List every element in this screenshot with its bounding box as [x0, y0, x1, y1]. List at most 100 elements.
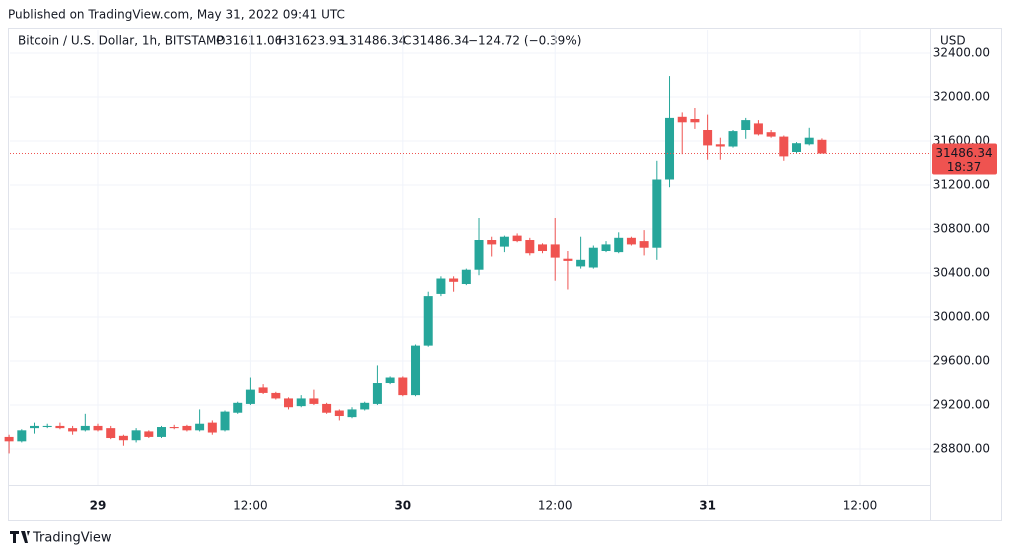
candle	[652, 160, 662, 260]
candle	[17, 429, 27, 443]
body	[309, 398, 319, 404]
candle	[296, 395, 306, 408]
ohlc-value: 31486.34	[412, 34, 469, 48]
ohlc-value: 31611.06	[225, 34, 282, 48]
candle	[817, 138, 827, 154]
candle	[423, 291, 433, 347]
candle	[322, 402, 332, 414]
candle	[360, 401, 370, 411]
body	[601, 244, 611, 252]
candle	[68, 425, 78, 435]
body	[804, 137, 814, 145]
brand: TradingView	[32, 531, 112, 546]
body	[817, 139, 827, 154]
candle	[753, 120, 763, 136]
body	[512, 235, 522, 242]
body	[157, 427, 167, 437]
body	[538, 244, 548, 252]
ohlc-letter: L	[341, 34, 348, 48]
candle	[715, 137, 725, 160]
candle	[792, 142, 802, 154]
candle	[487, 236, 497, 257]
candle	[512, 233, 522, 243]
body	[474, 240, 484, 270]
x-tick-label: 12:00	[233, 499, 268, 513]
candle	[741, 117, 751, 139]
body	[80, 425, 90, 431]
ohlc-value: 31486.34	[349, 34, 406, 48]
candle	[258, 384, 268, 395]
x-tick-label: 12:00	[843, 499, 878, 513]
candle	[169, 424, 179, 430]
candle	[347, 407, 357, 419]
logo: TradingView	[10, 531, 112, 546]
x-tick-label: 12:00	[538, 499, 573, 513]
candle	[372, 365, 382, 406]
candle	[576, 236, 586, 269]
body	[42, 425, 52, 428]
body	[703, 129, 713, 146]
body	[423, 296, 433, 346]
candle	[525, 237, 535, 256]
body	[398, 377, 408, 396]
body	[284, 398, 294, 408]
candle	[461, 268, 471, 286]
candle	[677, 112, 687, 155]
y-tick-label: 30000.00	[933, 310, 990, 324]
candle	[93, 423, 103, 432]
candle	[334, 409, 344, 421]
candle	[538, 243, 548, 254]
body	[258, 387, 268, 393]
body	[792, 143, 802, 153]
body	[576, 259, 586, 267]
change: −124.72 (−0.39%)	[468, 34, 581, 48]
candle	[639, 230, 649, 256]
body	[220, 411, 230, 431]
y-tick-label: 30800.00	[933, 222, 990, 236]
body	[372, 383, 382, 404]
candle	[614, 232, 624, 254]
candle	[4, 434, 14, 454]
candle	[665, 76, 675, 188]
candle	[30, 422, 40, 434]
candle	[398, 376, 408, 397]
x-tick-label: 30	[394, 499, 411, 513]
body	[118, 435, 128, 441]
body	[347, 409, 357, 418]
candle	[449, 276, 459, 292]
candle	[588, 245, 598, 269]
candle	[80, 413, 90, 432]
body	[4, 436, 14, 442]
body	[385, 377, 395, 384]
published-note: Published on TradingView.com, May 31, 20…	[8, 8, 345, 22]
body	[296, 398, 306, 407]
candle	[779, 135, 789, 161]
body	[766, 132, 776, 137]
body	[436, 278, 446, 294]
candle	[601, 241, 611, 253]
candle	[550, 218, 560, 281]
body	[588, 247, 598, 268]
body	[779, 136, 789, 157]
body	[614, 237, 624, 253]
body	[233, 402, 243, 413]
body	[715, 144, 725, 147]
body	[182, 425, 192, 431]
y-tick-label: 30400.00	[933, 266, 990, 280]
candle	[233, 401, 243, 414]
candle	[499, 235, 509, 253]
candle	[245, 377, 255, 406]
body	[131, 430, 141, 441]
candle	[690, 107, 700, 129]
candle	[284, 397, 294, 410]
chart-title: Bitcoin / U.S. Dollar, 1h, BITSTAMP	[18, 34, 224, 48]
candle	[207, 420, 217, 435]
y-tick-label: 28800.00	[933, 442, 990, 456]
body	[68, 428, 78, 432]
candle	[474, 218, 484, 276]
y-tick-label: 29600.00	[933, 354, 990, 368]
body	[93, 425, 103, 431]
candle	[766, 129, 776, 138]
candle	[118, 434, 128, 446]
body	[449, 278, 459, 282]
